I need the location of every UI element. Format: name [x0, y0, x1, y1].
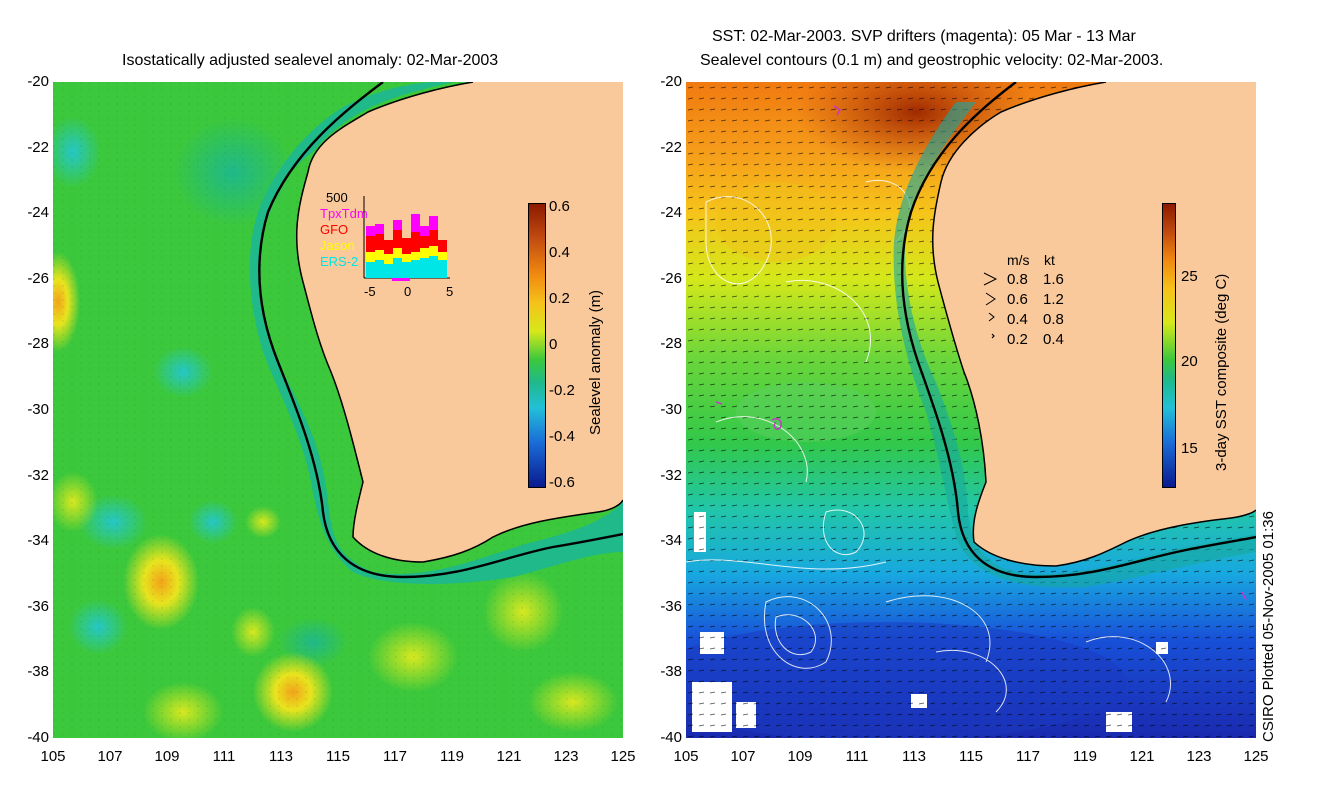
sst-tick-25: 25	[1181, 268, 1198, 285]
left-lat-tick: -22	[27, 138, 49, 156]
left-lat-tick: -34	[27, 532, 49, 550]
velocity-ms-1: 0.6	[1007, 291, 1028, 308]
inset-xtick-5: 5	[446, 284, 454, 299]
sealevel-tick-0: 0	[549, 336, 558, 353]
right-lon-tick: 109	[787, 748, 813, 765]
sealevel-contours	[686, 180, 1172, 713]
left-lat-tick: -26	[27, 269, 49, 287]
velocity-legend-header-kt: kt	[1044, 252, 1055, 268]
right-lon-tick: 125	[1243, 748, 1269, 765]
left-lat-tick: -36	[27, 597, 49, 615]
inset-legend-ers2: ERS-2	[320, 254, 359, 269]
velocity-legend-arrows	[983, 272, 998, 339]
left-lon-tick: 109	[154, 748, 180, 765]
right-lon-tick: 117	[1016, 748, 1040, 765]
left-lat-tick: -32	[27, 466, 49, 484]
sealevel-colorbar	[528, 203, 546, 488]
continental-shelf	[249, 82, 623, 584]
right-panel-title-line2: Sealevel contours (0.1 m) and geostrophi…	[700, 52, 1164, 69]
velocity-ms-0: 0.8	[1007, 271, 1028, 288]
right-lat-tick: -22	[660, 138, 682, 156]
left-lat-tick: -40	[27, 729, 49, 746]
inset-xtick-0: 0	[404, 284, 412, 299]
velocity-ms-3: 0.2	[1007, 331, 1028, 348]
left-panel-title: Isostatically adjusted sealevel anomaly:…	[122, 52, 499, 69]
right-lat-tick: -32	[660, 466, 682, 484]
inset-ymax: 500	[326, 190, 348, 205]
right-lon-tick: 119	[1073, 748, 1097, 765]
sealevel-colorbar-label: Sealevel anomaly (m)	[587, 289, 604, 435]
left-lon-tick: 115	[326, 748, 350, 765]
left-lat-tick: -24	[27, 204, 49, 222]
left-lon-tick: 111	[212, 748, 236, 765]
right-lon-tick: 121	[1129, 748, 1155, 765]
velocity-kt-1: 1.2	[1043, 291, 1064, 308]
left-lon-tick: 123	[553, 748, 579, 765]
right-lon-tick: 111	[845, 748, 869, 765]
sst-tick-15: 15	[1181, 440, 1198, 457]
left-lon-tick: 117	[383, 748, 407, 765]
satellite-inset: 500 TpxTdm GFO Jason ERS-2 -5 0 5	[318, 190, 458, 302]
left-lat-tick: -28	[27, 335, 49, 353]
left-lat-tick: -38	[27, 663, 49, 681]
left-lat-tick: -20	[27, 73, 49, 90]
velocity-kt-3: 0.4	[1043, 331, 1064, 348]
right-lat-tick: -36	[660, 597, 682, 615]
sealevel-tick-neg0-6: -0.6	[549, 474, 575, 491]
drifter-tracks	[715, 105, 1247, 601]
right-lon-tick: 105	[673, 748, 699, 765]
coastline	[931, 82, 1256, 567]
sst-tick-20: 20	[1181, 353, 1198, 370]
right-lon-tick: 115	[959, 748, 983, 765]
left-lon-tick: 113	[269, 748, 293, 765]
velocity-legend-header-ms: m/s	[1007, 252, 1030, 268]
shelf-break-contour	[900, 82, 1256, 579]
right-lat-tick: -34	[660, 532, 682, 550]
sst-colorbar	[1162, 203, 1176, 488]
left-lon-tick: 125	[610, 748, 636, 765]
inset-bars	[366, 214, 447, 278]
velocity-ms-2: 0.4	[1007, 311, 1028, 328]
left-lat-tick: -30	[27, 401, 49, 418]
right-lon-tick: 123	[1186, 748, 1212, 765]
sealevel-tick-neg0-2: -0.2	[549, 382, 575, 399]
right-panel-title-line1: SST: 02-Mar-2003. SVP drifters (magenta)…	[712, 28, 1136, 45]
right-lat-tick: -26	[660, 269, 682, 287]
sealevel-tick-0-4: 0.4	[549, 244, 570, 261]
right-lon-tick: 113	[902, 748, 926, 765]
left-lon-tick: 105	[40, 748, 66, 765]
right-lat-tick: -24	[660, 204, 682, 222]
inset-xtick-neg5: -5	[364, 284, 376, 299]
right-lat-tick: -28	[660, 335, 682, 353]
plot-credit: CSIRO Plotted 05-Nov-2005 01:36	[1260, 511, 1277, 742]
right-lon-tick: 107	[730, 748, 756, 765]
right-lat-tick: -20	[660, 73, 682, 90]
coastline	[295, 82, 623, 563]
left-lon-tick: 107	[97, 748, 123, 765]
left-lon-tick: 121	[496, 748, 522, 765]
velocity-kt-2: 0.8	[1043, 311, 1064, 328]
sealevel-tick-neg0-4: -0.4	[549, 428, 575, 445]
right-lat-tick: -40	[660, 729, 682, 746]
inset-legend-tpxtdm: TpxTdm	[320, 206, 368, 221]
shelf-break-contour	[258, 82, 623, 579]
inset-legend-jason: Jason	[320, 238, 355, 253]
sst-map	[686, 82, 1256, 738]
left-lon-tick: 119	[440, 748, 464, 765]
velocity-kt-0: 1.6	[1043, 271, 1064, 288]
right-lat-tick: -30	[660, 401, 682, 418]
right-lat-tick: -38	[660, 663, 682, 681]
sealevel-tick-0-6: 0.6	[549, 198, 570, 215]
inset-legend-gfo: GFO	[320, 222, 349, 237]
sealevel-tick-0-2: 0.2	[549, 290, 570, 307]
sst-colorbar-label: 3-day SST composite (deg C)	[1213, 273, 1230, 471]
